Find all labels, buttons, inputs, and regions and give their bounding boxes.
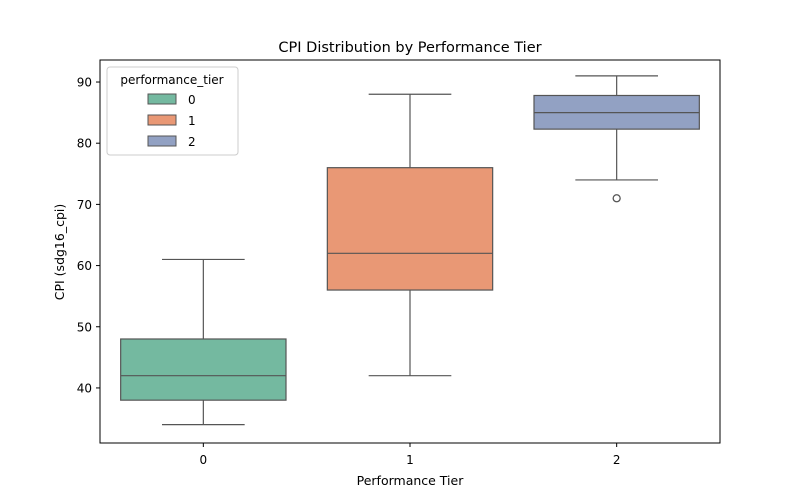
legend: performance_tier 0 1 2	[106, 66, 239, 156]
y-tick-label: 50	[77, 320, 92, 334]
y-tick-label: 60	[77, 259, 92, 273]
x-tick-label: 0	[200, 453, 208, 467]
plot-frame	[99, 59, 721, 444]
x-tick-label: 2	[613, 453, 621, 467]
iqr-box	[326, 167, 494, 291]
y-tick-label: 70	[77, 198, 92, 212]
y-axis-label: CPI (sdg16_cpi)	[52, 204, 67, 301]
box-group-1	[326, 93, 494, 377]
x-tick-label: 1	[406, 453, 414, 467]
legend-label: 2	[188, 135, 196, 149]
y-tick-label: 40	[77, 381, 92, 395]
legend-entries: 0 1 2	[147, 93, 196, 149]
outlier-point	[612, 194, 621, 203]
legend-box	[106, 66, 239, 156]
chart-title: CPI Distribution by Performance Tier	[278, 40, 541, 56]
legend-label: 0	[188, 93, 196, 107]
ticks-layer: 40 50 60 70 80 90 0 1 2	[77, 76, 621, 467]
legend-swatch	[147, 135, 177, 147]
boxes-layer	[120, 75, 700, 426]
legend-label: 1	[188, 114, 196, 128]
legend-swatch	[147, 93, 177, 105]
box-group-2	[533, 75, 700, 203]
iqr-box	[120, 338, 287, 401]
box-group-0	[120, 258, 287, 426]
legend-title: performance_tier	[120, 73, 223, 87]
x-axis-label: Performance Tier	[357, 473, 465, 488]
legend-swatch	[147, 114, 177, 126]
y-tick-label: 90	[77, 76, 92, 90]
y-tick-label: 80	[77, 137, 92, 151]
